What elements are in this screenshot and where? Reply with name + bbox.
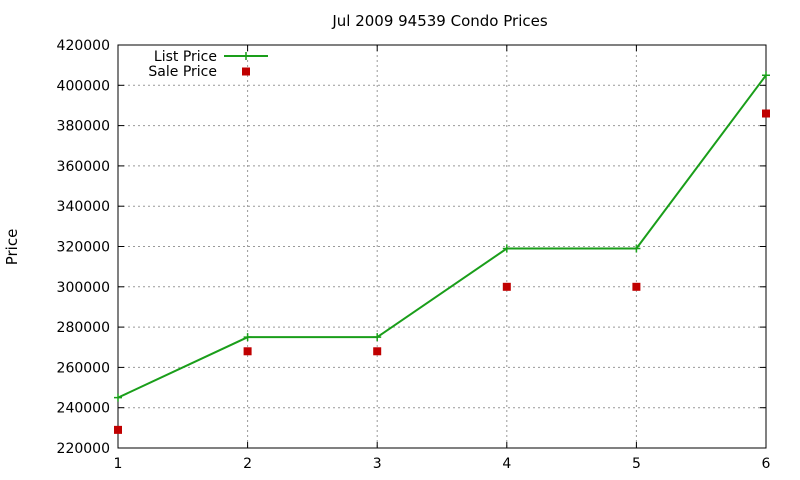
sale-price-point	[762, 109, 770, 118]
list-price-point	[762, 71, 770, 80]
sale-price-point	[632, 282, 641, 291]
sale-price-point	[243, 347, 252, 356]
x-tick-label: 1	[114, 456, 123, 472]
y-tick-label: 420000	[57, 38, 110, 54]
y-axis-label: Price	[3, 229, 21, 266]
y-tick-label: 320000	[57, 240, 110, 256]
x-tick-label: 6	[762, 456, 771, 472]
y-tick-label: 400000	[57, 78, 110, 94]
x-tick-label: 4	[502, 456, 511, 472]
legend-label-list-price: List Price	[154, 49, 217, 65]
y-tick-label: 280000	[57, 320, 110, 336]
list-price-point	[114, 393, 122, 402]
sale-price-point	[114, 425, 122, 434]
y-tick-label: 340000	[57, 199, 110, 215]
series-line-list-price	[117, 74, 767, 399]
y-tick-label: 380000	[57, 119, 110, 135]
y-tick-label: 260000	[57, 360, 110, 376]
legend-marker-sale-price	[242, 67, 250, 76]
list-price-point	[243, 333, 252, 342]
x-tick-label: 5	[632, 456, 641, 472]
x-tick-label: 3	[373, 456, 382, 472]
y-tick-label: 360000	[57, 159, 110, 175]
sale-price-point	[373, 347, 382, 356]
legend: List Price Sale Price	[148, 49, 268, 80]
series-layer	[114, 71, 770, 434]
legend-label-sale-price: Sale Price	[148, 64, 217, 80]
list-price-point	[502, 244, 511, 253]
chart-title: Jul 2009 94539 Condo Prices	[331, 12, 548, 30]
legend-marker-list-price	[242, 52, 250, 60]
sale-price-point	[502, 282, 511, 291]
y-tick-label: 240000	[57, 401, 110, 417]
y-tick-label: 300000	[57, 280, 110, 296]
x-tick-label: 2	[243, 456, 252, 472]
list-price-point	[373, 333, 382, 342]
list-price-point	[632, 244, 641, 253]
y-tick-label: 220000	[57, 441, 110, 457]
axis-ticks: 2200002400002600002800003000003200003400…	[57, 38, 771, 472]
grid-lines	[118, 45, 766, 448]
